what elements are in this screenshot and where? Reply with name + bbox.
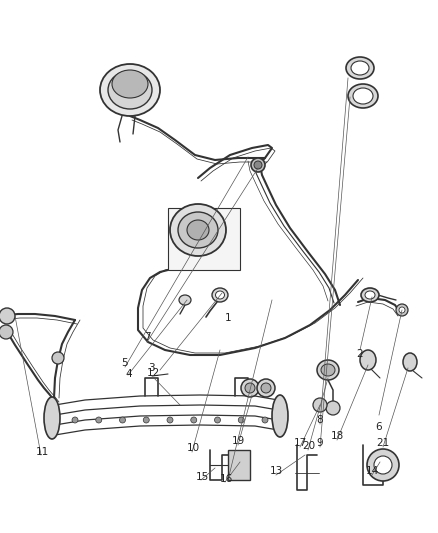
Circle shape <box>52 352 64 364</box>
Text: 14: 14 <box>365 466 378 476</box>
Circle shape <box>374 456 392 474</box>
Ellipse shape <box>348 84 378 108</box>
Ellipse shape <box>321 364 335 376</box>
Circle shape <box>313 398 327 412</box>
Ellipse shape <box>403 353 417 371</box>
Ellipse shape <box>317 360 339 380</box>
Text: 18: 18 <box>330 431 344 441</box>
Circle shape <box>72 417 78 423</box>
Text: 15: 15 <box>195 472 208 482</box>
Text: 19: 19 <box>231 436 245 446</box>
Circle shape <box>96 417 102 423</box>
Ellipse shape <box>360 350 376 370</box>
Ellipse shape <box>351 61 369 75</box>
Ellipse shape <box>272 395 288 437</box>
Text: 11: 11 <box>35 447 49 457</box>
Circle shape <box>396 304 408 316</box>
Text: 10: 10 <box>187 443 200 453</box>
Ellipse shape <box>178 212 218 248</box>
Circle shape <box>120 417 126 423</box>
Ellipse shape <box>241 379 259 397</box>
Circle shape <box>326 401 340 415</box>
Ellipse shape <box>365 291 375 299</box>
Circle shape <box>215 417 220 423</box>
Text: 5: 5 <box>122 358 128 368</box>
Bar <box>168 208 240 270</box>
Text: 7: 7 <box>144 332 150 342</box>
Text: 17: 17 <box>293 438 307 448</box>
Ellipse shape <box>187 220 209 240</box>
Ellipse shape <box>108 71 152 109</box>
Circle shape <box>0 325 13 339</box>
Circle shape <box>251 158 265 172</box>
Text: 4: 4 <box>126 369 132 379</box>
Ellipse shape <box>44 397 60 439</box>
Ellipse shape <box>245 383 255 393</box>
Text: 13: 13 <box>269 466 283 476</box>
Ellipse shape <box>257 379 275 397</box>
Text: 2: 2 <box>357 349 363 359</box>
Ellipse shape <box>353 88 373 104</box>
Bar <box>228 450 250 480</box>
Circle shape <box>191 417 197 423</box>
Ellipse shape <box>100 64 160 116</box>
Circle shape <box>238 417 244 423</box>
Circle shape <box>143 417 149 423</box>
Text: 16: 16 <box>219 474 233 484</box>
Circle shape <box>399 307 405 313</box>
Text: 21: 21 <box>376 438 390 448</box>
Ellipse shape <box>112 70 148 98</box>
Circle shape <box>367 449 399 481</box>
Text: 20: 20 <box>302 441 315 451</box>
Text: 1: 1 <box>225 313 231 323</box>
Text: 12: 12 <box>146 368 159 378</box>
Circle shape <box>167 417 173 423</box>
Text: 3: 3 <box>148 363 154 373</box>
Ellipse shape <box>170 204 226 256</box>
Circle shape <box>0 308 15 324</box>
Ellipse shape <box>212 288 228 302</box>
Circle shape <box>254 161 262 169</box>
Text: 6: 6 <box>376 422 382 432</box>
Ellipse shape <box>179 295 191 305</box>
Text: 8: 8 <box>317 415 323 425</box>
Circle shape <box>262 417 268 423</box>
Text: 9: 9 <box>317 438 323 448</box>
Ellipse shape <box>346 57 374 79</box>
Ellipse shape <box>215 291 225 299</box>
Ellipse shape <box>261 383 271 393</box>
Ellipse shape <box>361 288 379 302</box>
